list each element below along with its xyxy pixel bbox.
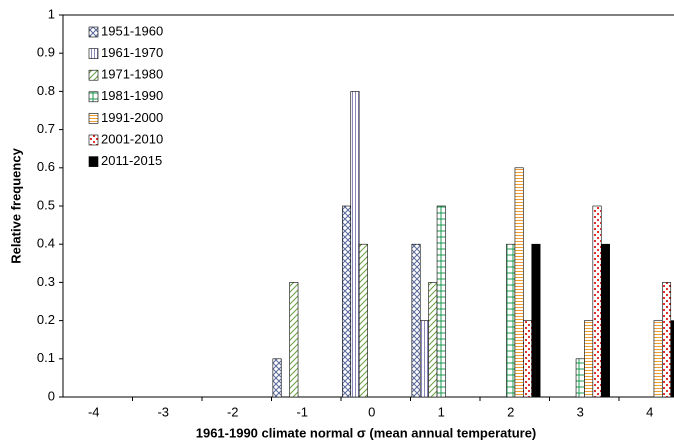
- bar: [653, 320, 663, 398]
- legend-swatch: [88, 26, 99, 38]
- y-tick-label: 1: [48, 6, 55, 21]
- x-tick-label: -2: [227, 404, 239, 419]
- bar: [411, 243, 421, 398]
- y-tick-label: 0.5: [37, 197, 55, 212]
- bar: [662, 282, 672, 398]
- y-tick-label: 0.9: [37, 45, 55, 60]
- legend-label: 1981-1990: [101, 88, 163, 103]
- legend-label: 2011-2015: [101, 153, 162, 168]
- y-tick-label: 0.8: [37, 83, 55, 98]
- x-tick-label: -3: [157, 404, 169, 419]
- y-tick-label: 0.6: [37, 159, 55, 174]
- bar: [600, 243, 610, 398]
- legend-label: 1951-1960: [101, 23, 163, 38]
- y-tick-label: 0: [48, 388, 55, 403]
- bar: [523, 320, 533, 398]
- x-tick-label: -4: [88, 404, 100, 419]
- bar: [419, 320, 429, 398]
- y-tick-label: 0.1: [37, 350, 55, 365]
- legend-label: 1971-1980: [101, 67, 163, 82]
- x-tick-label: -1: [296, 404, 308, 419]
- y-tick-label: 0.3: [37, 274, 55, 289]
- legend-label: 2001-2010: [101, 131, 163, 146]
- legend-swatch: [88, 48, 99, 59]
- bar: [350, 91, 360, 398]
- legend-label: 1991-2000: [101, 110, 163, 125]
- legend-swatch: [88, 156, 99, 167]
- x-tick-label: 0: [368, 404, 375, 419]
- bar: [358, 243, 368, 398]
- legend-swatch: [88, 134, 99, 146]
- bar: [584, 320, 594, 398]
- bar: [670, 320, 674, 398]
- bar: [428, 282, 438, 398]
- bar: [514, 167, 524, 398]
- legend-swatch: [88, 113, 99, 124]
- bar: [289, 282, 299, 398]
- legend-label: 1961-1970: [101, 45, 163, 60]
- x-tick-label: 3: [577, 404, 584, 419]
- x-tick-label: 4: [646, 404, 653, 419]
- bar: [592, 205, 602, 398]
- x-tick-label: 2: [507, 404, 514, 419]
- y-axis-title: Relative frequency: [8, 147, 23, 263]
- bar: [506, 243, 516, 398]
- bar: [436, 205, 446, 398]
- bar: [272, 358, 282, 398]
- legend-swatch: [88, 91, 99, 103]
- y-tick-label: 0.7: [37, 121, 55, 136]
- legend-swatch: [88, 69, 99, 81]
- bar: [342, 205, 352, 398]
- y-tick-label: 0.2: [37, 312, 55, 327]
- y-tick-label: 0.4: [37, 236, 55, 251]
- bar: [531, 243, 541, 398]
- x-axis-title: 1961-1990 climate normal σ (mean annual …: [196, 425, 537, 440]
- x-tick-label: 1: [438, 404, 445, 419]
- bar: [575, 358, 585, 398]
